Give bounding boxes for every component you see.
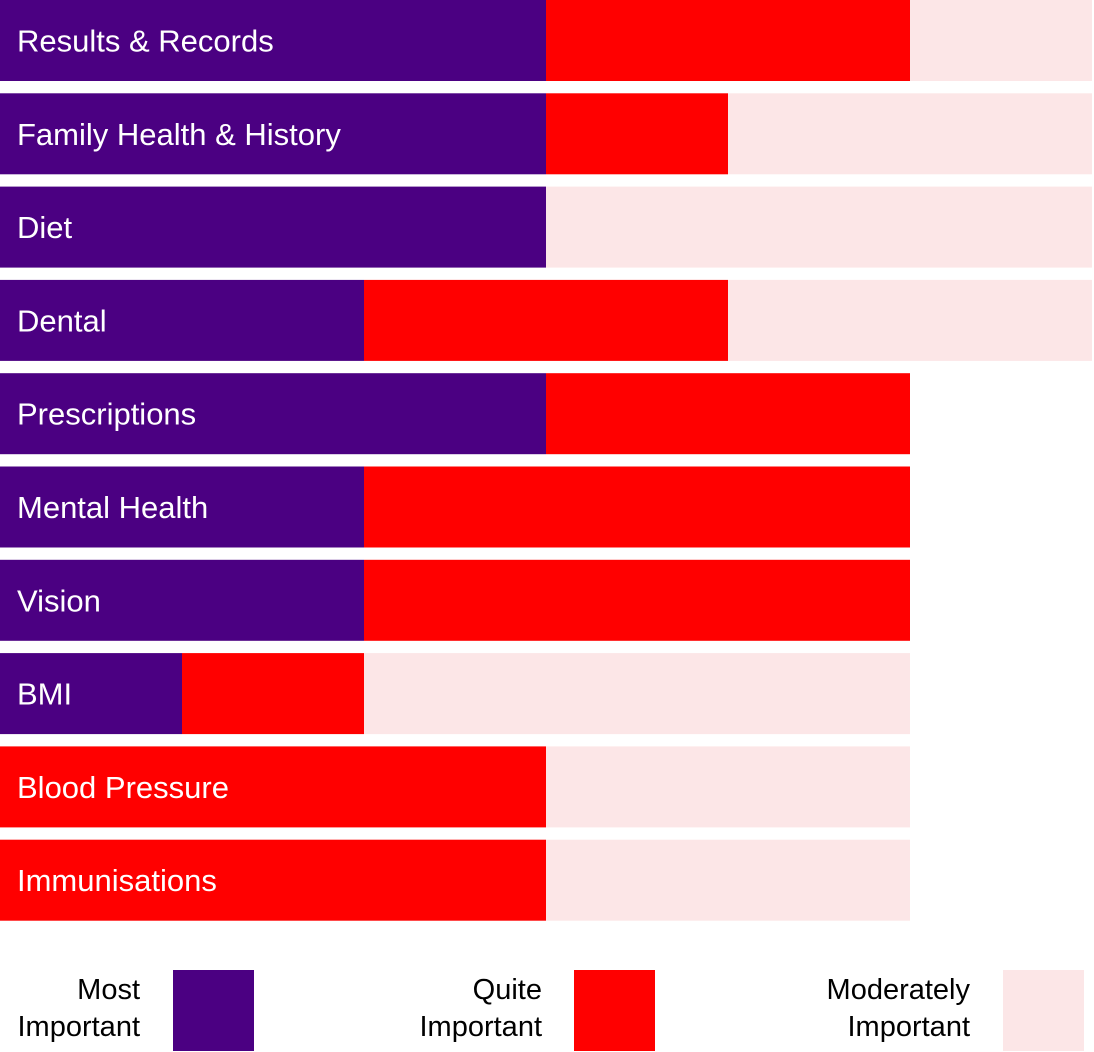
- category-label-prescriptions: Prescriptions: [17, 397, 196, 432]
- bar-segment-bmi-moderately: [364, 653, 910, 735]
- bar-segment-family-health-and-history-quite: [546, 93, 728, 175]
- bar-segment-mental-health-quite: [364, 466, 910, 548]
- bar-segment-bmi-most: [0, 653, 182, 735]
- legend-item-most-important: Most Important: [0, 970, 254, 1051]
- category-label-immunisations: Immunisations: [17, 863, 217, 898]
- legend-item-quite-important: Quite Important: [380, 970, 656, 1051]
- bar-segment-blood-pressure-quite: [0, 746, 546, 828]
- category-label-dental: Dental: [17, 303, 107, 338]
- category-label-family-health-and-history: Family Health & History: [17, 117, 341, 152]
- bar-segment-results-and-records-moderately: [910, 0, 1092, 81]
- category-label-bmi: BMI: [17, 677, 72, 712]
- bar-segment-vision-quite: [364, 559, 910, 641]
- bar-segment-dental-quite: [364, 279, 728, 361]
- legend-label-most-important: Most Important: [17, 974, 141, 1043]
- category-label-mental-health: Mental Health: [17, 490, 208, 525]
- category-label-diet: Diet: [17, 210, 73, 245]
- legend-swatch-moderately-important: [1003, 970, 1084, 1051]
- bar-segment-immunisations-quite: [0, 839, 546, 921]
- bar-segment-prescriptions-quite: [546, 373, 910, 455]
- bar-segment-blood-pressure-moderately: [546, 746, 910, 828]
- bar-segment-results-and-records-quite: [546, 0, 910, 81]
- category-label-vision: Vision: [17, 583, 101, 618]
- bar-segment-mental-health-most: [0, 466, 364, 548]
- bar-segment-dental-most: [0, 279, 364, 361]
- category-label-results-and-records: Results & Records: [17, 24, 274, 59]
- legend-swatch-quite-important: [574, 970, 655, 1051]
- bar-segment-diet-most: [0, 186, 546, 268]
- bar-segment-dental-moderately: [728, 279, 1092, 361]
- category-label-blood-pressure: Blood Pressure: [17, 770, 229, 805]
- bar-segment-vision-most: [0, 559, 364, 641]
- chart-plot-area: Results & Records Family Health & History…: [0, 0, 1092, 921]
- bar-segment-bmi-quite: [182, 653, 364, 735]
- bar-segment-immunisations-moderately: [546, 839, 910, 921]
- legend-swatch-most-important: [173, 970, 254, 1051]
- bar-segment-prescriptions-most: [0, 373, 546, 455]
- legend-item-moderately-important: Moderately Important: [790, 970, 1084, 1051]
- legend-label-moderately-important: Moderately Important: [826, 974, 970, 1043]
- legend-label-quite-important: Quite Important: [419, 974, 543, 1043]
- bar-segment-family-health-and-history-most: [0, 93, 546, 175]
- bar-segment-diet-moderately: [546, 186, 1092, 268]
- bar-segment-results-and-records-most: [0, 0, 546, 81]
- bar-segment-family-health-and-history-moderately: [728, 93, 1092, 175]
